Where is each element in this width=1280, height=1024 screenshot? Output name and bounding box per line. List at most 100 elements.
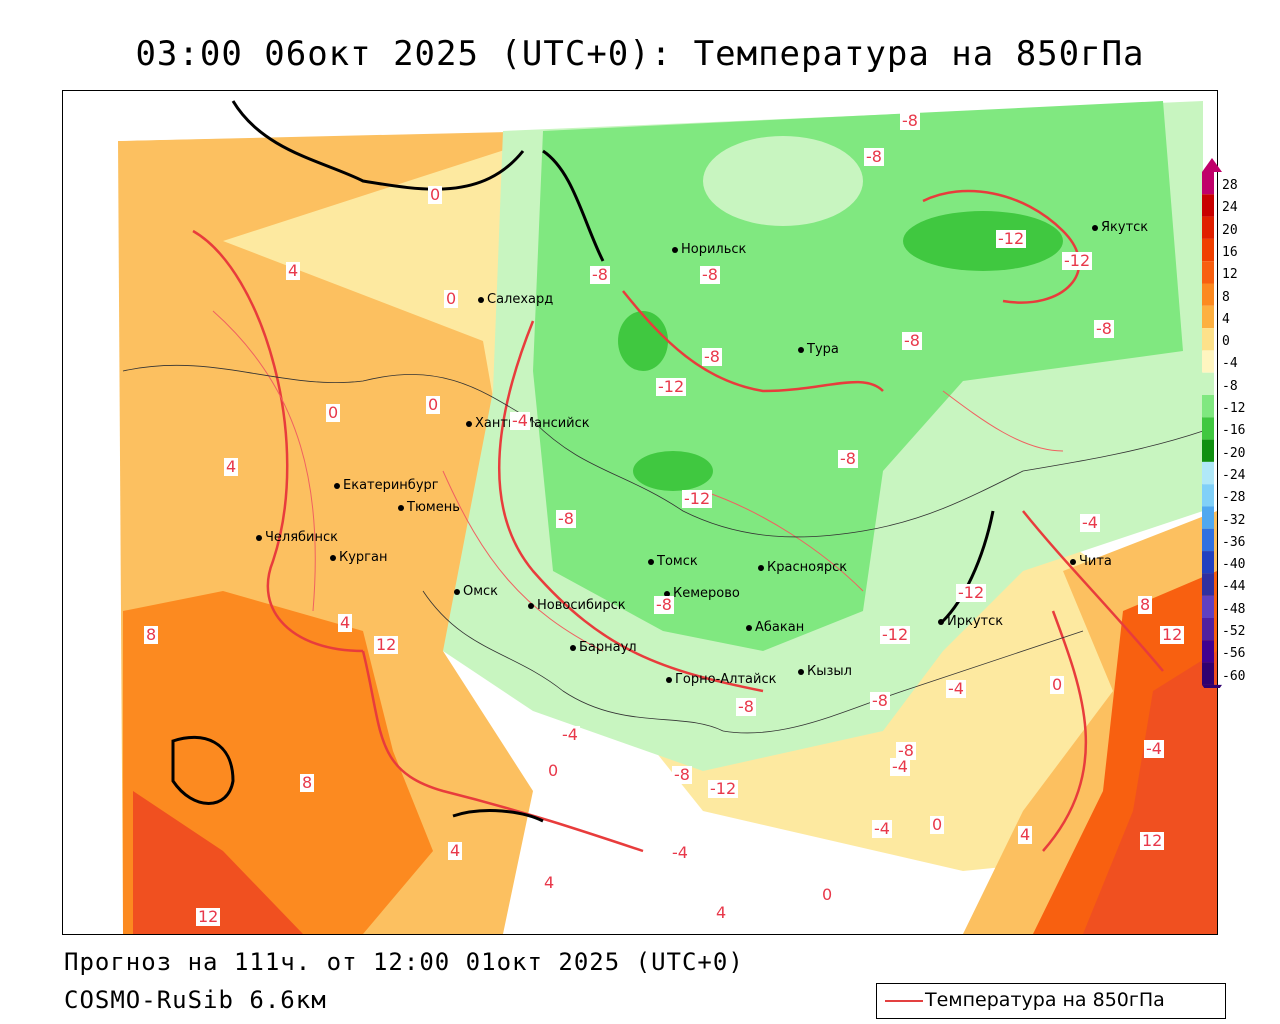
color-bar-bottom-arrow [1202,684,1222,699]
isoline-label: -4 [946,679,966,698]
color-bar-level-label: 20 [1222,222,1238,238]
color-bar-swatch [1202,395,1214,418]
isoline-label: 0 [930,815,945,834]
isoline-label: -8 [896,741,916,760]
temperature-field [63,91,1217,934]
isoline-label: 4 [714,903,729,922]
isoline-label: 4 [338,613,353,632]
forecast-info: Прогноз на 111ч. от 12:00 01окт 2025 (UT… [64,948,744,976]
isoline-label: -8 [838,449,858,468]
color-bar-swatch [1202,640,1214,663]
color-bar-swatch [1202,662,1214,685]
color-bar-level-label: -4 [1222,356,1238,372]
city-tomsk: Томск [648,554,698,569]
color-bar-swatch [1202,461,1214,485]
color-bar-swatch [1202,618,1214,641]
isoline-label: -8 [556,509,576,528]
color-bar-swatch [1202,283,1214,306]
city-krasnoyarsk: Красноярск [758,560,847,575]
city-kyzyl: Кызыл [798,664,852,679]
isoline-label: -12 [956,583,987,602]
color-bar-level-label: 4 [1222,311,1230,327]
isoline-label: 0 [1050,675,1065,694]
isoline-label: 4 [1018,825,1033,844]
isoline-label: -12 [656,377,687,396]
color-bar-level-label: -56 [1222,646,1246,662]
isoline-label: -8 [654,595,674,614]
isoline-label: 12 [196,907,221,926]
isoline-label: 4 [286,261,301,280]
color-bar-swatch [1202,595,1214,618]
color-bar-swatch [1202,551,1214,574]
color-bar-swatch [1202,172,1214,195]
color-bar-swatch [1202,573,1214,596]
isoline-label: -8 [736,697,756,716]
isoline-label: 0 [820,885,835,904]
isoline-label: 4 [542,873,557,892]
isoline-label: 0 [426,395,441,414]
isoline-label: 0 [444,289,459,308]
city-salekhard: Салехард [478,292,553,307]
color-bar-level-label: -12 [1222,401,1246,416]
city-chita: Чита [1070,554,1112,569]
isoline-label: -4 [1080,513,1100,532]
color-bar-level-label: 16 [1222,244,1238,260]
isoline-label: 8 [300,773,315,792]
isoline-label: 12 [1160,625,1185,644]
color-bar-level-label: -32 [1222,512,1246,528]
color-bar-swatch [1202,417,1214,440]
color-bar-top-arrow [1202,158,1222,172]
color-bar-swatch [1202,328,1214,351]
isoline-label: -8 [902,331,922,350]
city-chelyabinsk: Челябинск [256,530,338,545]
color-bar [1202,158,1280,699]
isoline-label: -8 [700,265,720,284]
isoline-label: -8 [900,111,920,130]
color-bar-level-label: -44 [1222,579,1246,595]
city-yekaterinburg: Екатеринбург [334,478,439,493]
color-bar-swatch [1202,238,1214,262]
legend-line-swatch [885,1000,923,1002]
isoline-label: -4 [872,819,892,838]
isoline-label: 12 [1140,831,1165,850]
isoline-label: -8 [672,765,692,784]
isoline-label: 8 [144,625,159,644]
city-khanty-mansiysk: Ханты-Мансийск [466,416,590,431]
temperature-map [62,90,1218,935]
color-bar-level-label: -24 [1222,467,1246,483]
color-bar-level-label: -40 [1222,557,1246,573]
color-bar-level-label: -28 [1222,490,1246,506]
color-bar-level-label: 0 [1222,334,1230,350]
color-bar-swatch [1202,372,1214,395]
city-abakan: Абакан [746,620,804,635]
city-gorno-altaysk: Горно-Алтайск [666,672,776,687]
model-name: COSMO-RuSib 6.6км [64,986,327,1014]
color-bar-level-label: -8 [1222,378,1238,394]
isoline-label: 8 [1138,595,1153,614]
city-yakutsk: Якутск [1092,220,1148,235]
city-barnaul: Барнаул [570,640,637,655]
isoline-label: 4 [224,457,239,476]
city-novosibirsk: Новосибирск [528,598,626,613]
isoline-label: -8 [864,147,884,166]
color-bar-level-label: -52 [1222,624,1246,639]
isoline-label: -12 [1062,251,1093,270]
color-bar-level-label: 28 [1222,178,1238,193]
isoline-label: 0 [428,185,443,204]
color-bar-level-label: -36 [1222,534,1246,550]
isoline-label: -4 [560,725,580,744]
color-bar-swatch [1202,506,1214,529]
color-bar-level-label: 24 [1222,200,1238,216]
isoline-label: 4 [448,841,463,860]
color-bar-level-label: 12 [1222,267,1238,283]
color-bar-swatch [1202,528,1214,552]
isoline-label: -12 [708,779,739,798]
legend-key: Температура на 850гПа [876,983,1226,1019]
isoline-label: -12 [880,625,911,644]
map-title: 03:00 06окт 2025 (UTC+0): Температура на… [135,34,1145,74]
color-bar-level-label: -16 [1222,423,1246,439]
isoline-label: -4 [1144,739,1164,758]
color-bar-swatch [1202,439,1214,462]
isoline-label: -8 [702,347,722,366]
color-bar-swatches [1202,158,1222,699]
